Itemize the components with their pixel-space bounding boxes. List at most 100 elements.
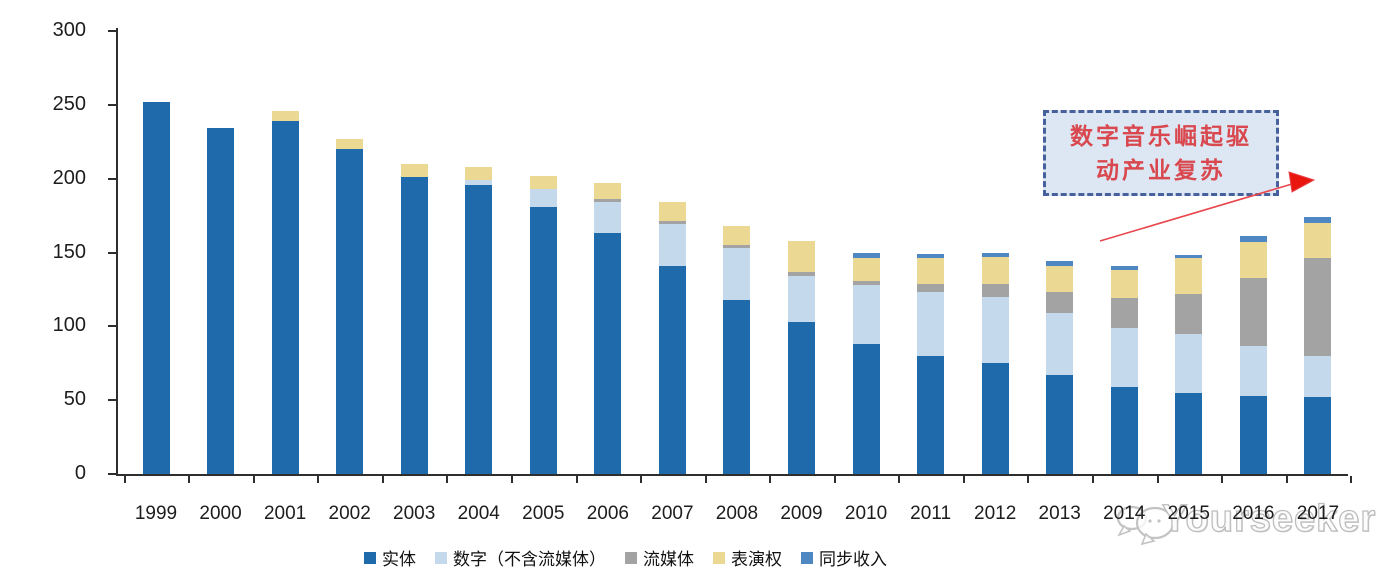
x-axis-tick: [833, 476, 836, 483]
bar-segment: [1175, 293, 1203, 334]
x-axis-line: [116, 474, 1348, 476]
bar-segment: [788, 321, 815, 474]
legend-label: 实体: [382, 550, 416, 569]
bar-segment: [594, 233, 622, 474]
bar-segment: [852, 258, 880, 281]
legend-swatch-icon: [713, 551, 725, 564]
bar-segment: [207, 128, 235, 474]
bar-segment: [852, 252, 880, 259]
x-axis-label: 1999: [134, 503, 178, 524]
x-axis-tick: [381, 476, 384, 483]
x-axis-label: 2012: [974, 503, 1017, 524]
bar-segment: [981, 363, 1009, 474]
bar-segment: [1110, 298, 1138, 328]
bar-segment: [1046, 265, 1074, 293]
x-axis-label: 2017: [1296, 503, 1340, 524]
bar-segment: [594, 183, 622, 200]
bar-segment: [1110, 386, 1138, 474]
x-axis-label: 2016: [1232, 503, 1275, 524]
legend-label: 表演权: [731, 550, 782, 569]
y-axis-tick: [108, 30, 117, 32]
bar-segment: [658, 221, 686, 225]
bar-segment: [1239, 236, 1267, 243]
legend-item: 表演权: [713, 545, 782, 570]
bar-segment: [529, 189, 557, 207]
bar-segment: [917, 292, 945, 356]
legend-item: 数字（不含流媒体）: [435, 545, 606, 570]
bar-segment: [852, 284, 880, 345]
x-axis-tick: [188, 476, 191, 483]
x-axis-label: 2003: [393, 503, 436, 524]
bar-segment: [1046, 261, 1074, 266]
x-axis-tick: [1027, 476, 1030, 483]
bar-segment: [400, 163, 428, 178]
x-axis-label: 2009: [780, 503, 823, 524]
x-axis-label: 2014: [1103, 503, 1146, 524]
bar-segment: [1304, 217, 1332, 223]
bar-segment: [658, 224, 686, 266]
bar-segment: [852, 280, 880, 285]
x-axis-tick: [704, 476, 707, 483]
bar-segment: [917, 258, 945, 284]
legend-label: 数字（不含流媒体）: [453, 550, 606, 569]
x-axis-label: 2005: [522, 503, 565, 524]
x-axis-label: 2000: [199, 503, 242, 524]
legend-item: 流媒体: [625, 545, 694, 570]
bar-segment: [336, 138, 364, 150]
bar-segment: [658, 202, 686, 222]
bar-segment: [529, 206, 557, 474]
bar-segment: [594, 202, 622, 234]
bar-segment: [336, 149, 364, 474]
y-axis-tick: [108, 473, 117, 475]
y-axis-label: 100: [52, 314, 86, 337]
x-axis-tick: [769, 476, 772, 483]
bar-segment: [917, 283, 945, 293]
x-axis-label: 2011: [910, 503, 952, 524]
bar-segment: [1046, 313, 1074, 376]
x-axis-tick: [1285, 476, 1288, 483]
bar-segment: [723, 248, 751, 300]
watermark-text: Yourseeker: [1161, 497, 1377, 540]
bar-segment: [788, 276, 815, 322]
bar-segment: [1110, 265, 1138, 271]
bar-segment: [981, 256, 1009, 284]
bar-segment: [465, 184, 493, 474]
annotation-line2: 动产业复苏: [1096, 158, 1226, 183]
bar-segment: [1175, 333, 1203, 393]
legend: 实体 数字（不含流媒体） 流媒体 表演权 同步收入: [364, 545, 887, 570]
x-axis-tick: [252, 476, 255, 483]
x-axis-tick: [1221, 476, 1224, 483]
y-axis-label: 300: [52, 19, 86, 41]
y-axis-line: [116, 28, 118, 476]
x-axis-label: 2015: [1167, 503, 1210, 524]
legend-item: 实体: [364, 545, 416, 570]
bar-segment: [1304, 355, 1332, 398]
bar-segment: [1110, 327, 1138, 387]
x-axis-tick: [1156, 476, 1159, 483]
x-axis-label: 2010: [844, 503, 888, 524]
bar-segment: [1239, 395, 1267, 474]
bar-segment: [1110, 270, 1138, 299]
bar-segment: [594, 199, 622, 203]
x-axis-label: 2004: [457, 503, 500, 524]
x-axis-label: 2007: [651, 503, 694, 524]
bar-segment: [1304, 258, 1332, 356]
bar-segment: [142, 101, 170, 474]
bar-segment: [788, 271, 815, 277]
x-axis-tick: [898, 476, 901, 483]
y-axis-label: 150: [52, 240, 86, 263]
annotation-box: 数字音乐崛起驱 动产业复苏: [1043, 110, 1279, 196]
bar-segment: [1046, 375, 1074, 474]
y-axis-tick: [108, 103, 117, 106]
x-axis-label: 2001: [263, 503, 307, 524]
legend-label: 流媒体: [643, 550, 694, 569]
bar-segment: [981, 252, 1009, 257]
bar-segment: [529, 175, 557, 189]
bar-segment: [1175, 258, 1203, 294]
x-axis-label: 2008: [715, 503, 759, 524]
y-axis-label: 200: [52, 166, 86, 189]
bar-segment: [1304, 397, 1332, 474]
legend-swatch-icon: [435, 551, 447, 564]
annotation-line1: 数字音乐崛起驱: [1070, 124, 1252, 149]
bar-segment: [400, 177, 428, 474]
